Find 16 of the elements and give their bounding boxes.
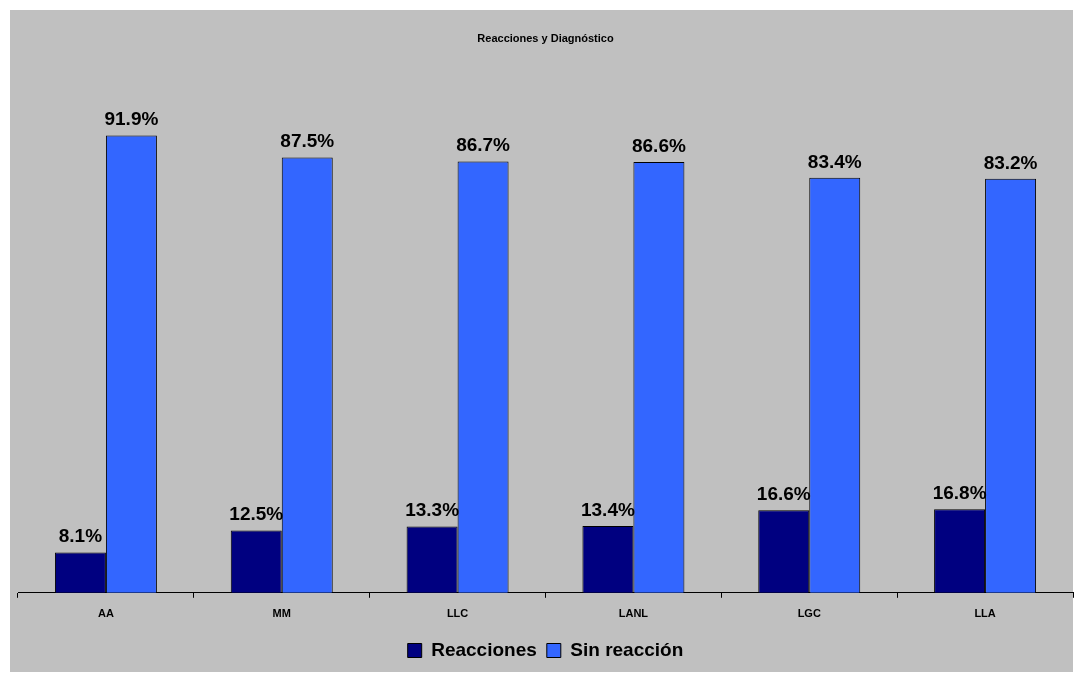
x-tick-label: MM <box>272 607 291 620</box>
x-tick-label: AA <box>97 607 114 620</box>
data-label: 86.6% <box>631 134 686 156</box>
data-label: 91.9% <box>104 108 159 130</box>
data-label: 86.7% <box>456 134 511 156</box>
data-label: 8.1% <box>58 525 103 547</box>
chart-title: Reacciones y Diagnóstico <box>477 31 614 44</box>
data-label: 87.5% <box>280 130 335 152</box>
data-label: 83.4% <box>807 150 862 172</box>
x-tick-label: LLC <box>446 607 469 620</box>
legend-label: Reacciones <box>431 638 537 660</box>
legend-label: Sin reacción <box>570 638 684 660</box>
x-tick-label: LGC <box>797 607 821 620</box>
x-tick-label: LLA <box>974 607 996 620</box>
x-tick-label: LANL <box>618 607 649 620</box>
data-label: 83.2% <box>983 151 1038 173</box>
